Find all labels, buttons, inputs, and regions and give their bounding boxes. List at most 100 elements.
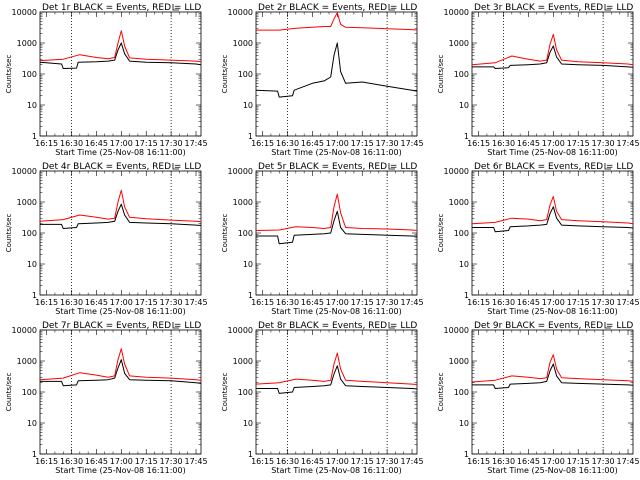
y-tick-label: 1 (32, 132, 37, 141)
x-tick-label: 16:15 (35, 298, 58, 307)
panel-title: Det 4r BLACK = Events, RED = LLD (42, 162, 201, 172)
x-tick-label: 17:45 (616, 457, 639, 466)
y-tick-label: 1 (248, 450, 253, 459)
lld-series-line (39, 30, 202, 63)
panel-2: Det 2r BLACK = Events, RED = LLD 1 10 100 10… (221, 3, 424, 157)
x-axis-label: Start Time (25-Nov-08 16:11:00) (487, 307, 617, 316)
x-tick-label: 17:15 (135, 457, 158, 466)
x-tick-label: 17:45 (616, 298, 639, 307)
x-tick-label: 17:45 (184, 298, 207, 307)
x-tick-label: 16:15 (35, 139, 58, 148)
plot-frame (471, 170, 634, 296)
y-tick-label: 100 (22, 70, 37, 79)
y-tick-label: 1 (464, 450, 469, 459)
panel-4: Det 4r BLACK = Events, RED = LLD 1 10 100 10… (5, 162, 208, 316)
x-tick-label: 16:45 (517, 298, 540, 307)
lld-series-line (471, 33, 634, 66)
x-tick-label: 17:30 (376, 139, 399, 148)
panel-5: Det 5r BLACK = Events, RED = LLD 1 10 100 10… (221, 162, 424, 316)
x-tick-label: 17:30 (160, 298, 183, 307)
bracket-mark (604, 4, 611, 11)
plot-frame (255, 170, 418, 296)
panel-title: Det 6r BLACK = Events, RED = LLD (474, 162, 633, 172)
x-tick-label: 16:45 (301, 139, 324, 148)
y-tick-label: 10000 (228, 167, 253, 176)
y-tick-label: 1 (32, 450, 37, 459)
bracket-mark (604, 163, 611, 170)
panel-6: Det 6r BLACK = Events, RED = LLD 1 10 100 10… (437, 162, 640, 316)
y-tick-label: 10000 (12, 167, 37, 176)
y-tick-label: 10 (243, 260, 253, 269)
bracket-mark (388, 4, 395, 11)
y-tick-label: 1 (32, 291, 37, 300)
lld-series-line (39, 348, 202, 381)
x-axis-label: Start Time (25-Nov-08 16:11:00) (271, 148, 401, 157)
x-tick-label: 17:00 (542, 457, 565, 466)
x-tick-label: 16:30 (60, 139, 83, 148)
x-tick-label: 17:15 (567, 139, 590, 148)
x-tick-label: 16:30 (492, 139, 515, 148)
x-tick-label: 17:00 (110, 139, 133, 148)
y-tick-label: 1000 (449, 39, 469, 48)
lld-series-line (255, 352, 418, 385)
x-tick-label: 16:15 (467, 457, 490, 466)
y-tick-label: 10000 (12, 8, 37, 17)
y-tick-label: 1 (248, 291, 253, 300)
y-tick-label: 100 (22, 388, 37, 397)
x-tick-label: 16:45 (517, 457, 540, 466)
y-axis-label: Counts/sec (221, 214, 229, 253)
bracket-mark (172, 322, 179, 329)
x-tick-label: 17:00 (326, 298, 349, 307)
x-tick-label: 16:15 (251, 298, 274, 307)
y-tick-label: 100 (238, 229, 253, 238)
panel-title: Det 2r BLACK = Events, RED = LLD (258, 3, 417, 13)
x-tick-label: 17:45 (400, 457, 423, 466)
x-tick-label: 17:00 (326, 457, 349, 466)
x-axis-label: Start Time (25-Nov-08 16:11:00) (55, 148, 185, 157)
y-tick-label: 10000 (12, 326, 37, 335)
x-tick-label: 16:45 (517, 139, 540, 148)
y-tick-label: 10 (27, 260, 37, 269)
plot-frame (39, 11, 202, 137)
y-tick-label: 10 (459, 419, 469, 428)
y-tick-label: 10000 (228, 8, 253, 17)
x-tick-label: 17:45 (184, 457, 207, 466)
events-series-line (472, 363, 634, 389)
panel-7: Det 7r BLACK = Events, RED = LLD 1 10 100 10… (5, 321, 208, 475)
x-tick-label: 17:00 (542, 298, 565, 307)
x-axis-label: Start Time (25-Nov-08 16:11:00) (271, 307, 401, 316)
panel-title: Det 1r BLACK = Events, RED = LLD (42, 3, 201, 13)
x-tick-label: 16:30 (276, 457, 299, 466)
x-tick-label: 17:45 (400, 298, 423, 307)
x-axis-label: Start Time (25-Nov-08 16:11:00) (55, 307, 185, 316)
x-tick-label: 17:00 (326, 139, 349, 148)
x-axis-label: Start Time (25-Nov-08 16:11:00) (487, 466, 617, 475)
events-series-line (39, 42, 202, 69)
x-tick-label: 16:30 (276, 139, 299, 148)
x-tick-label: 17:15 (351, 457, 374, 466)
lld-series-line (256, 12, 418, 31)
y-tick-label: 1 (464, 291, 469, 300)
x-tick-label: 16:30 (492, 298, 515, 307)
x-tick-label: 16:45 (85, 457, 108, 466)
x-tick-label: 16:45 (85, 139, 108, 148)
x-tick-label: 16:15 (251, 457, 274, 466)
events-series-line (472, 45, 634, 69)
y-tick-label: 10 (243, 419, 253, 428)
events-series-line (40, 203, 202, 229)
events-series-line (472, 206, 634, 233)
x-tick-label: 16:30 (492, 457, 515, 466)
y-tick-label: 100 (454, 229, 469, 238)
panel-3: Det 3r BLACK = Events, RED = LLD 1 10 100 10… (437, 3, 640, 157)
x-tick-label: 17:30 (592, 457, 615, 466)
x-tick-label: 16:30 (60, 457, 83, 466)
y-tick-label: 1000 (449, 198, 469, 207)
y-tick-label: 1000 (17, 198, 37, 207)
y-axis-label: Counts/sec (5, 373, 13, 412)
bracket-mark (172, 163, 179, 170)
panel-title: Det 3r BLACK = Events, RED = LLD (474, 3, 633, 13)
x-tick-label: 17:45 (616, 139, 639, 148)
lld-series-line (471, 196, 634, 225)
lld-series-line (255, 193, 418, 231)
